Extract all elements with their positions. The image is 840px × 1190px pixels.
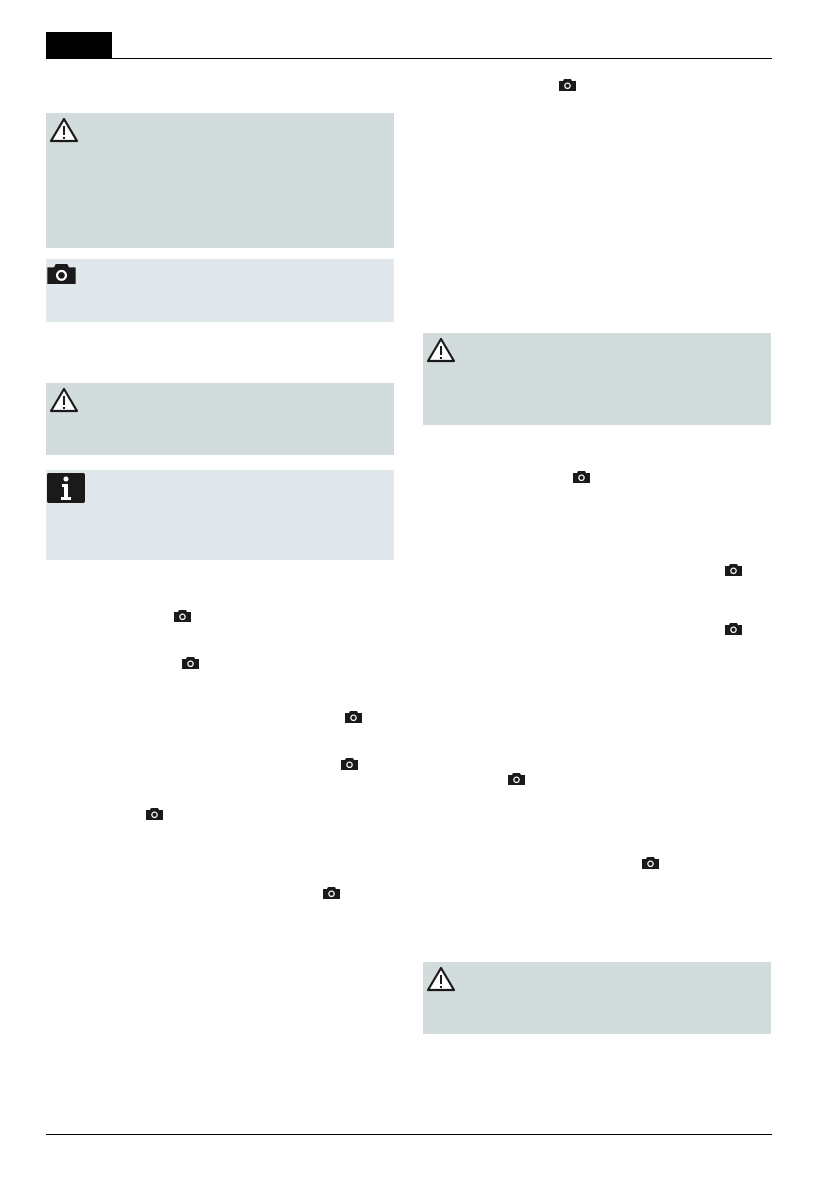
- camera-icon: [47, 264, 76, 289]
- camera-icon: [559, 78, 576, 91]
- warning-triangle-icon: [426, 337, 456, 368]
- warning-box: [46, 113, 394, 248]
- camera-icon: [725, 622, 742, 635]
- header-rule: [46, 58, 772, 59]
- camera-icon: [182, 656, 199, 669]
- camera-icon: [174, 609, 191, 622]
- warning-triangle-icon: [49, 117, 79, 148]
- camera-icon: [725, 563, 742, 576]
- footer-rule: [46, 1134, 772, 1135]
- figure-note-box: [46, 259, 394, 322]
- header-tab-block: [46, 32, 112, 58]
- camera-icon: [146, 807, 163, 820]
- info-icon: [47, 473, 85, 508]
- camera-icon: [345, 710, 362, 723]
- warning-box: [46, 383, 394, 455]
- camera-icon: [323, 886, 340, 899]
- info-box: [46, 470, 394, 560]
- warning-box: [423, 333, 771, 425]
- camera-icon: [642, 856, 659, 869]
- warning-box: [423, 962, 771, 1034]
- camera-icon: [508, 772, 525, 785]
- warning-triangle-icon: [426, 966, 456, 997]
- warning-triangle-icon: [49, 387, 79, 418]
- camera-icon: [341, 757, 358, 770]
- camera-icon: [573, 470, 590, 483]
